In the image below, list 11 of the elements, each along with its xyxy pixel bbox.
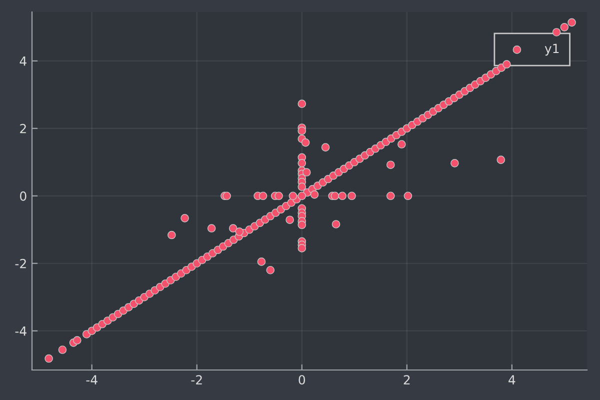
- y-tick-label: 0: [20, 191, 26, 201]
- x-tick-label: 0: [298, 375, 306, 385]
- y-tick-label: 4: [20, 56, 26, 66]
- y-tick-label: -4: [15, 326, 26, 336]
- legend-label: y1: [544, 44, 559, 56]
- x-tick-label: -2: [191, 375, 202, 384]
- x-tick-label: -4: [86, 375, 98, 384]
- x-tick-label: 4: [508, 375, 516, 384]
- y-tick-label: 2: [20, 124, 26, 134]
- x-tick-label: 2: [404, 375, 410, 384]
- y-tick-label: -2: [15, 258, 26, 268]
